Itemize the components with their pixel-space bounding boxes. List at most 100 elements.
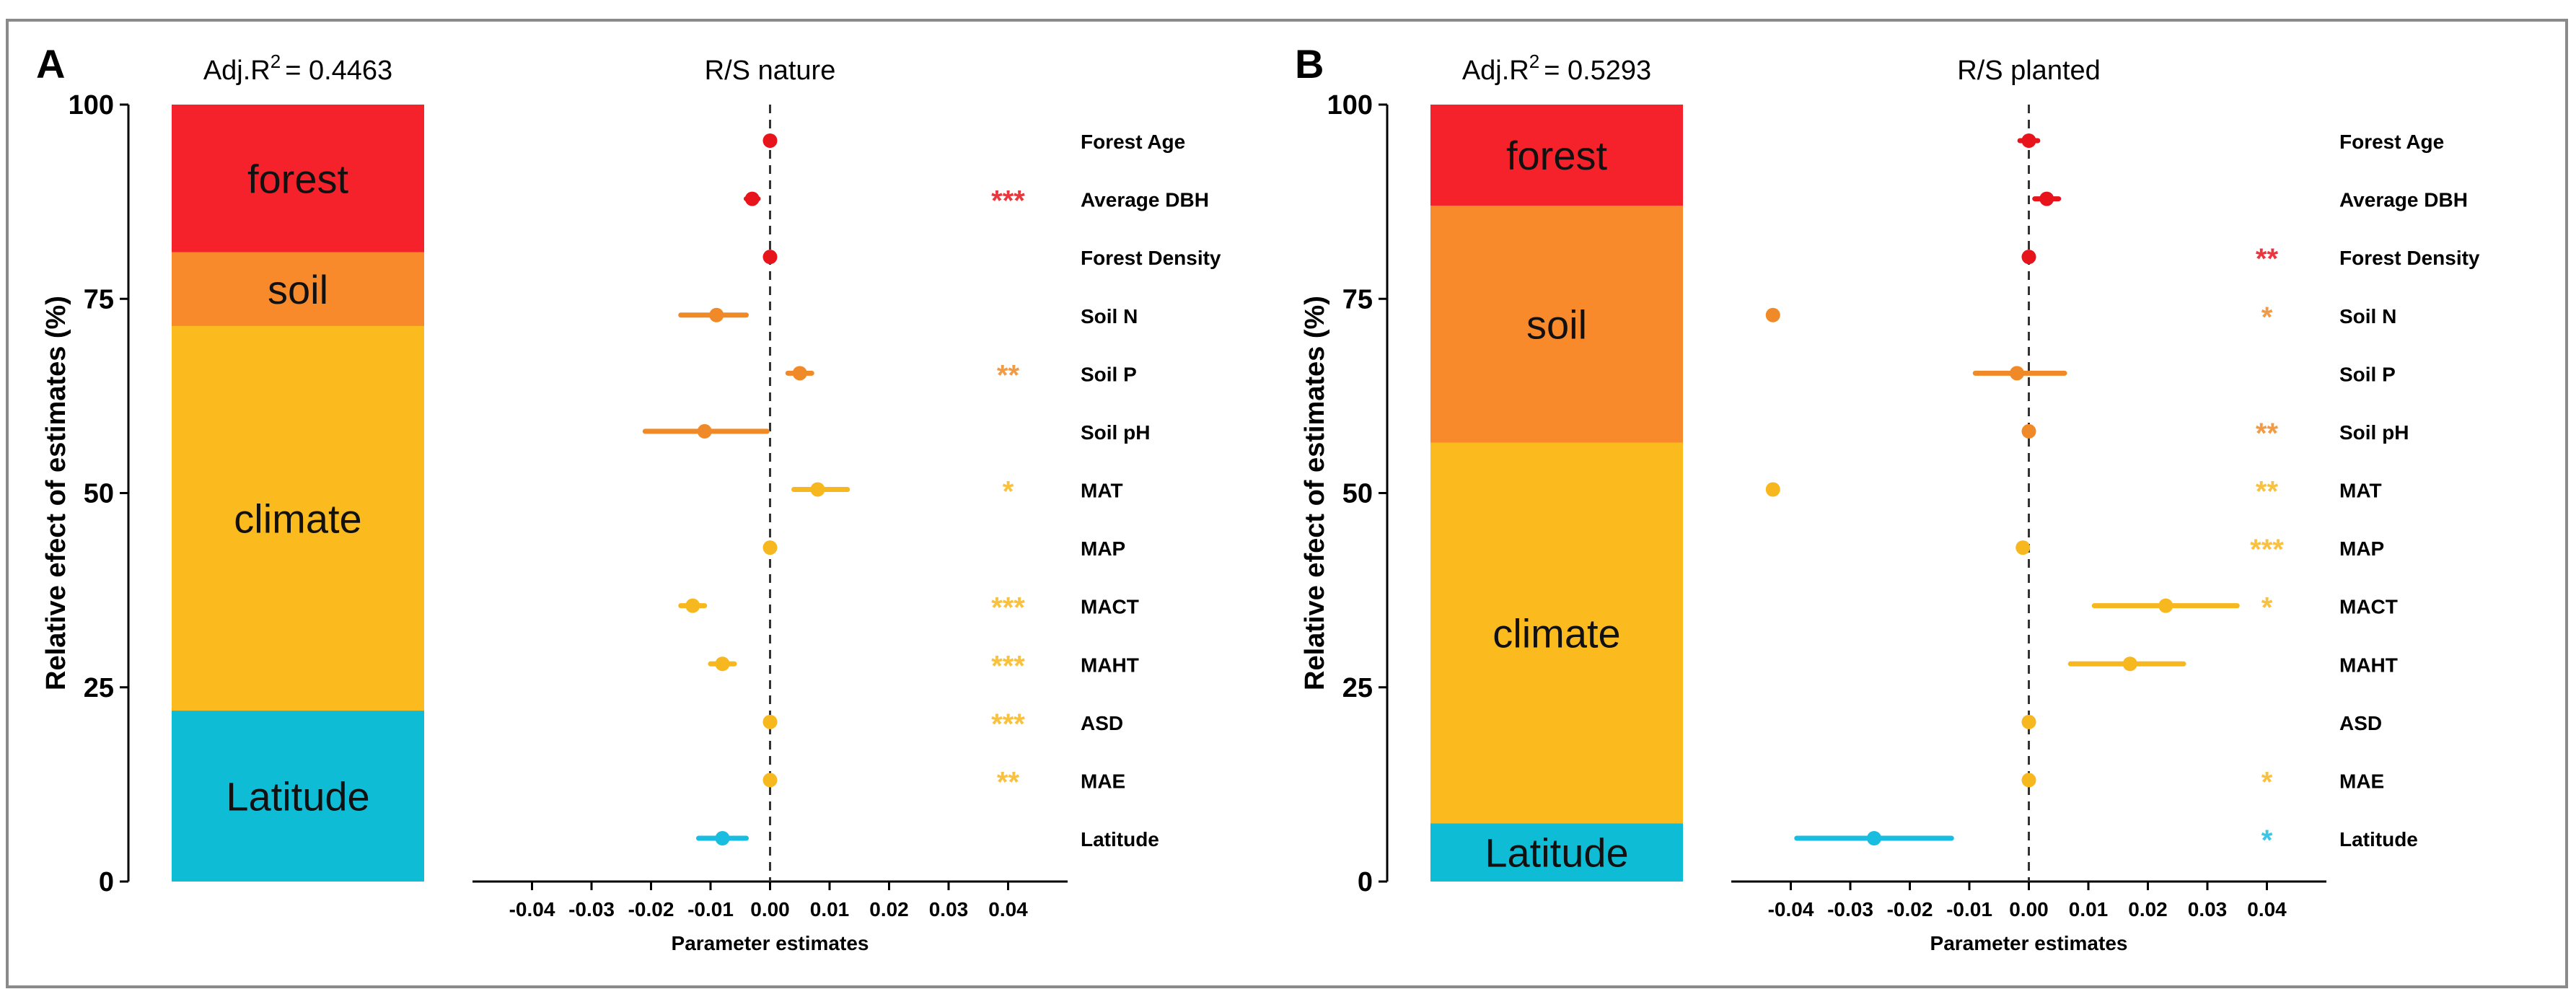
y-tick-label: 50 [84,479,114,509]
variable-label-soil-p: Soil P [2339,363,2396,385]
estimate-point-map [2015,540,2031,555]
bar-segment-latitude [172,711,424,882]
x-tick-label: -0.02 [628,898,674,920]
estimate-point-soil-ph [2021,423,2036,439]
variable-label-map: MAP [1081,537,1125,560]
y-tick-label: 50 [1342,479,1373,509]
estimate-point-asd [2021,714,2036,729]
significance-stars-average-dbh: *** [991,185,1025,217]
estimate-point-mact [2158,598,2173,613]
variable-label-forest-age: Forest Age [1081,131,1185,153]
bar-segment-soil [1430,206,1683,443]
x-tick-label: -0.03 [568,898,615,920]
bar-segment-latitude [1430,823,1683,882]
estimate-point-mae [2021,773,2036,788]
x-tick-label: -0.01 [1946,898,1992,920]
panel-label: B [1295,41,1324,87]
variable-label-mae: MAE [1081,770,1125,792]
estimate-point-soil-n [709,307,724,322]
variable-label-soil-n: Soil N [1081,305,1138,328]
estimate-point-forest-age [762,133,778,148]
estimate-point-average-dbh [2039,191,2054,206]
panel-label: A [36,41,65,87]
variable-label-mact: MACT [2339,596,2398,618]
significance-stars-maht: *** [991,650,1025,682]
adj-r2-prefix: Adj.R [203,56,271,86]
y-tick-label: 75 [1342,284,1373,315]
panel-a: A Adj.R2 = 0.4463 R/S nature Relative efect … [36,41,1221,954]
variable-label-maht: MAHT [1081,654,1139,676]
estimate-point-forest-density [2021,250,2036,265]
significance-stars-soil-p: ** [997,359,1020,391]
significance-stars-soil-n: * [2261,302,2273,333]
significance-stars-asd: *** [991,708,1025,740]
significance-stars-mae: ** [997,766,1020,798]
estimate-point-mae [762,773,778,788]
segment-label-forest: forest [1506,133,1607,178]
x-axis-label: Parameter estimates [672,932,869,954]
variable-label-mat: MAT [1081,480,1123,502]
variable-label-asd: ASD [1081,712,1123,734]
estimate-point-map [762,540,778,555]
x-tick-label: 0.02 [869,898,909,920]
variable-label-mact: MACT [1081,596,1139,618]
bar-segment-climate [1430,442,1683,824]
panel-b: B Adj.R2 = 0.5293 R/S planted Relative efect… [1295,41,2480,954]
significance-stars-latitude: * [2261,825,2273,856]
adj-r2-exponent: 2 [271,50,281,72]
variable-label-mat: MAT [2339,480,2382,502]
significance-stars-mat: * [1003,476,1014,508]
estimate-point-maht [2122,656,2137,672]
bar-segment-forest [1430,105,1683,206]
segment-label-soil: soil [268,267,328,312]
variable-label-latitude: Latitude [1081,828,1159,851]
estimate-point-average-dbh [744,191,760,206]
x-tick-label: 0.03 [929,898,969,920]
x-tick-label: 0.02 [2128,898,2168,920]
variable-label-soil-ph: Soil pH [2339,421,2409,444]
adj-r2-exponent: 2 [1529,50,1539,72]
figure-frame [6,19,2568,988]
x-tick-label: -0.02 [1887,898,1933,920]
significance-stars-mae: * [2261,766,2273,798]
segment-label-climate: climate [234,496,361,542]
y-tick-label: 100 [1327,90,1373,120]
variable-label-map: MAP [2339,537,2384,560]
x-tick-label: 0.01 [810,898,850,920]
x-tick-label: -0.04 [1768,898,1814,920]
variable-label-average-dbh: Average DBH [2339,189,2468,211]
x-tick-label: -0.03 [1827,898,1873,920]
significance-stars-map: *** [2250,534,2284,566]
forest-plot-title: R/S nature [705,56,836,86]
estimate-point-soil-p [792,366,807,381]
significance-stars-mact: *** [991,592,1025,624]
bar-segment-soil [172,252,424,326]
x-tick-label: 0.00 [750,898,790,920]
adj-r2-value: = 0.5293 [1544,56,1651,86]
y-tick-label: 25 [84,673,114,703]
y-axis-label: Relative efect of estimates (%) [41,296,71,690]
variable-label-forest-density: Forest Density [1081,247,1221,269]
bar-segment-forest [172,105,424,252]
x-tick-label: 0.04 [2247,898,2287,920]
variable-label-forest-density: Forest Density [2339,247,2480,269]
y-tick-label: 0 [1358,867,1373,897]
estimate-point-forest-age [2021,133,2036,148]
variable-label-asd: ASD [2339,712,2382,734]
estimate-point-latitude [1867,831,1881,845]
x-tick-label: 0.00 [2009,898,2049,920]
x-tick-label: -0.04 [509,898,555,920]
significance-stars-forest-density: ** [2256,243,2279,275]
estimate-point-soil-p [2010,366,2024,381]
bar-segment-climate [172,325,424,711]
estimate-point-mact [685,598,700,613]
y-tick-label: 75 [84,284,114,315]
adj-r2-prefix: Adj.R [1462,56,1529,86]
segment-label-latitude: Latitude [1485,830,1628,876]
estimate-point-asd [762,714,778,729]
estimate-point-forest-density [762,250,778,265]
variable-label-mae: MAE [2339,770,2384,792]
segment-label-soil: soil [1526,302,1587,347]
variable-label-soil-ph: Soil pH [1081,421,1150,444]
y-tick-label: 0 [99,867,114,897]
